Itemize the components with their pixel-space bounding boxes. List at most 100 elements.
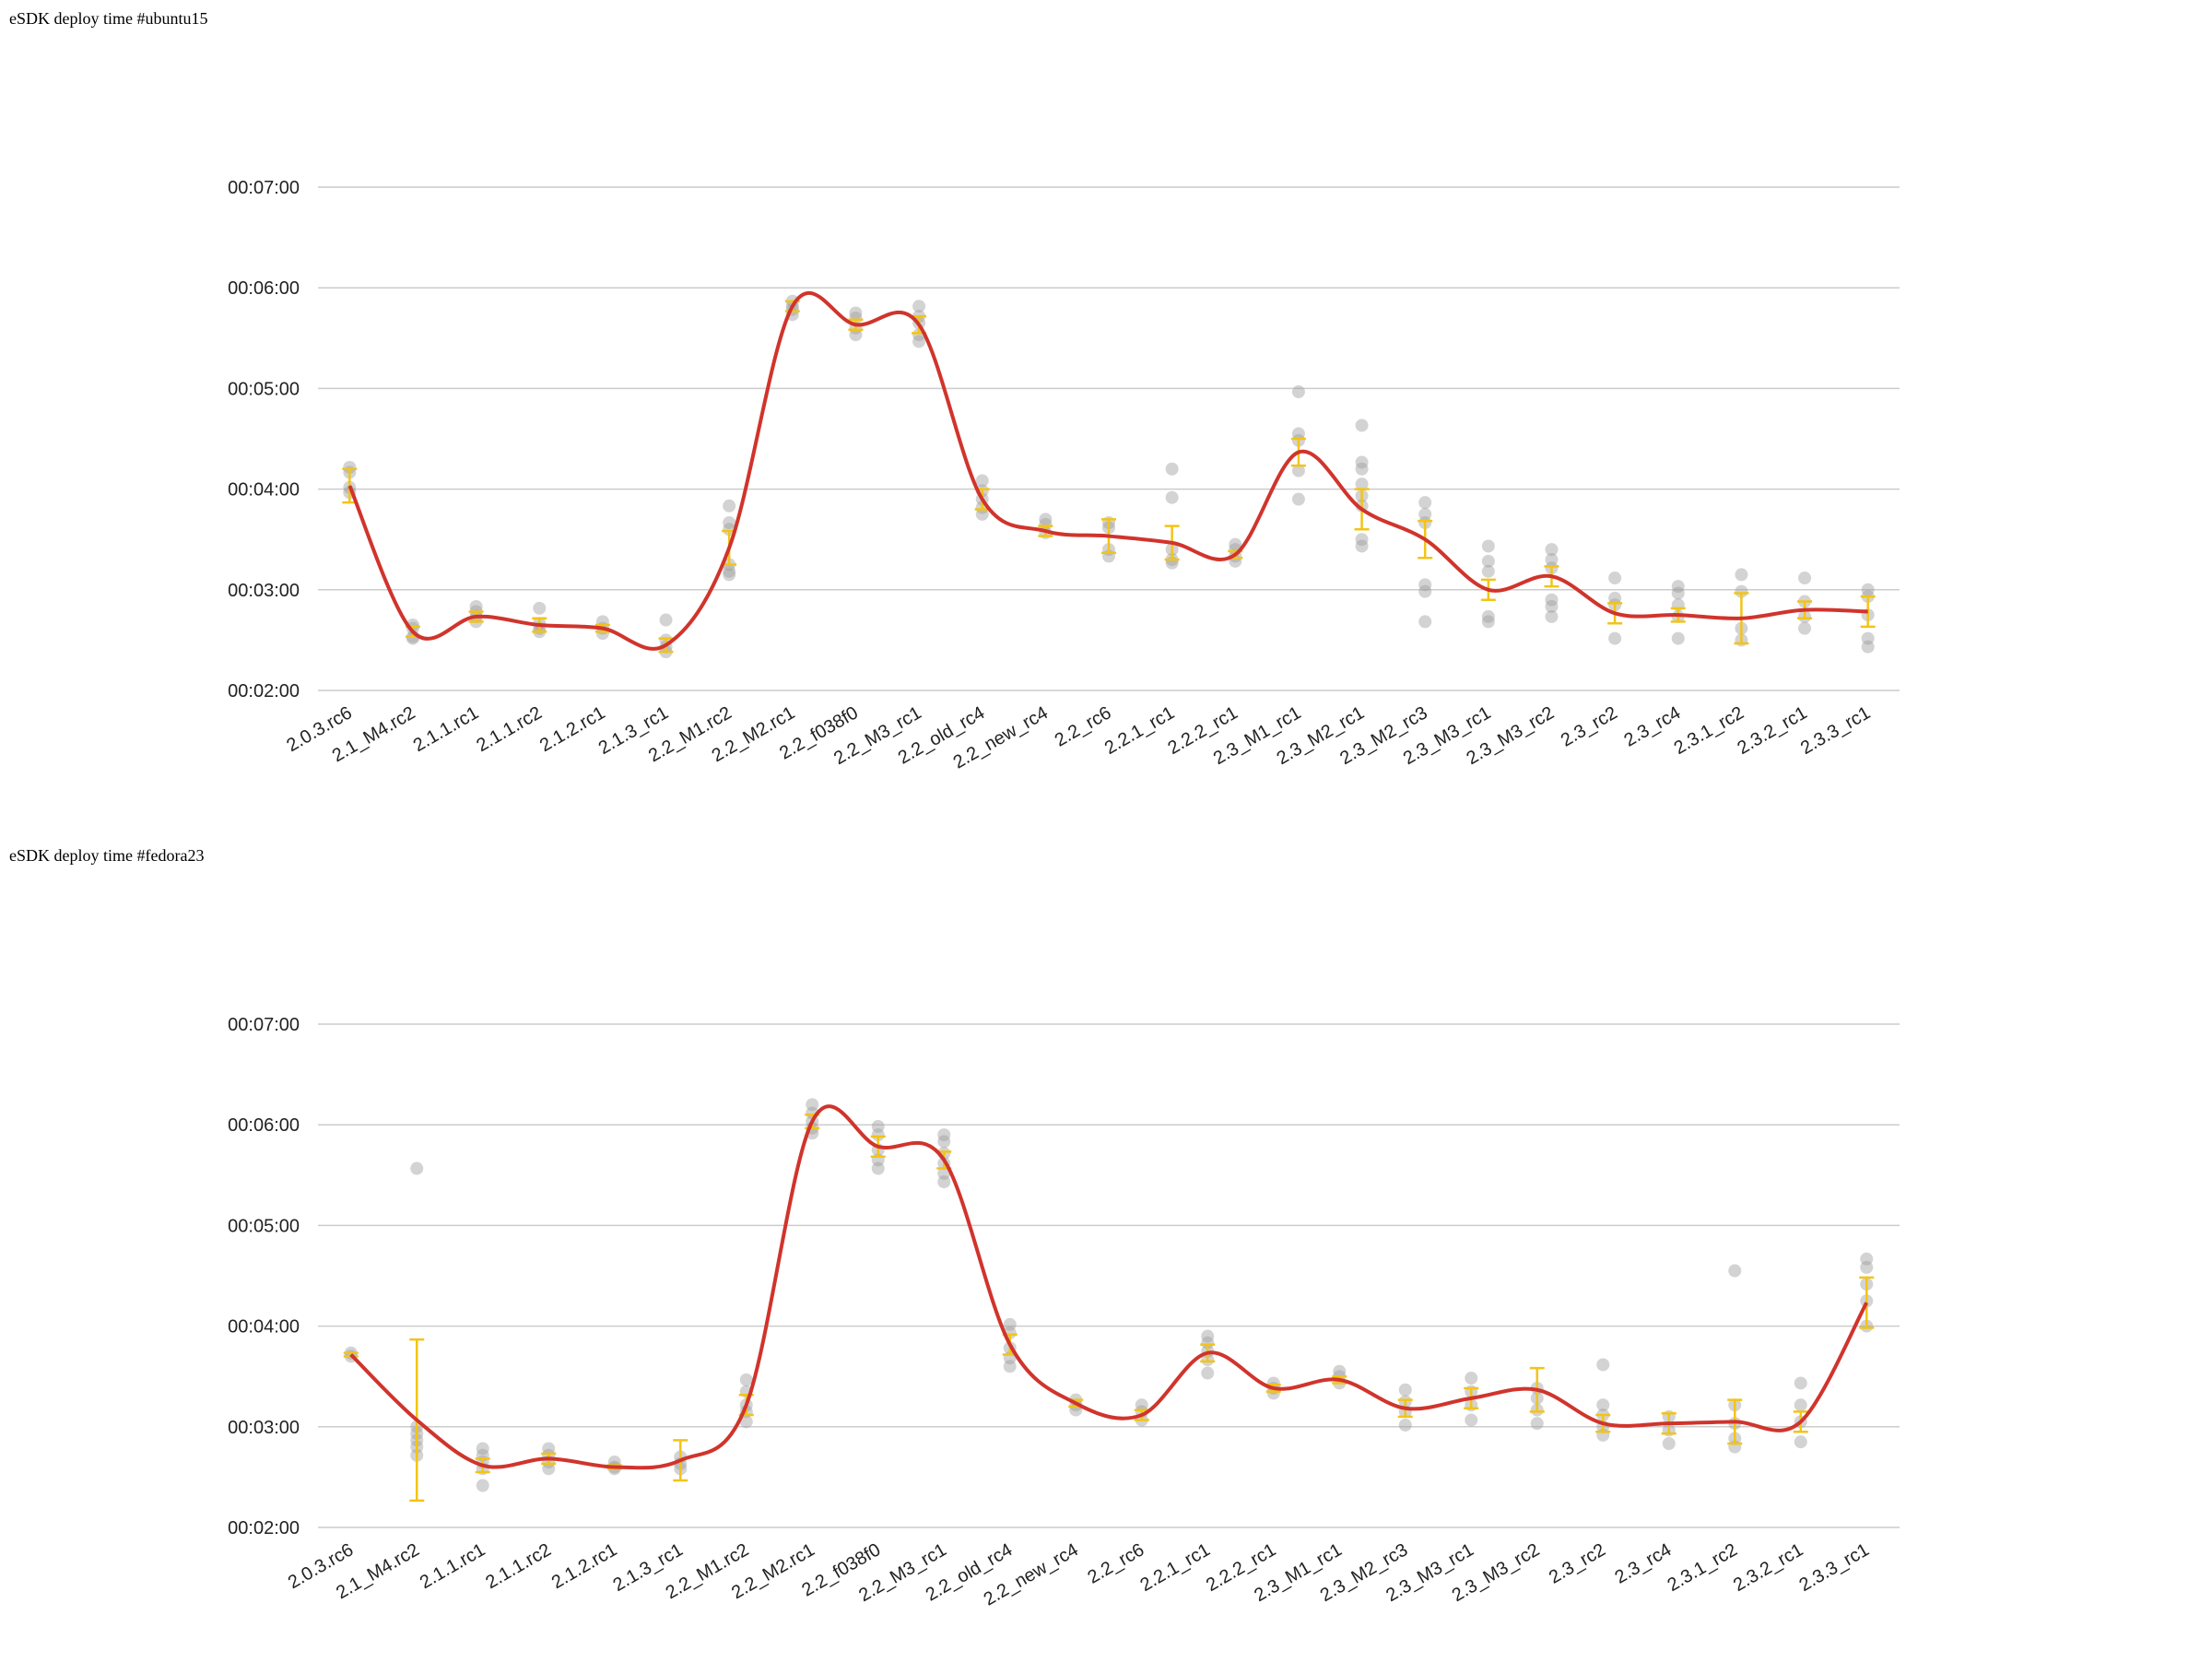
data-point — [1861, 631, 1875, 645]
data-point — [1418, 578, 1432, 592]
x-tick-label: 2.2.1_rc1 — [1137, 1539, 1214, 1596]
data-point — [1545, 593, 1559, 607]
data-point — [912, 300, 926, 313]
data-point — [1794, 1398, 1807, 1412]
data-point — [1481, 609, 1495, 623]
data-point — [849, 311, 863, 324]
x-tick-label: 2.3.3_rc1 — [1797, 702, 1874, 759]
data-point — [1794, 1435, 1807, 1449]
y-tick-label: 00:03:00 — [228, 581, 300, 601]
data-point — [1671, 631, 1685, 645]
data-point — [806, 1098, 819, 1112]
data-point — [723, 568, 736, 582]
data-point — [1530, 1417, 1544, 1431]
data-point — [1229, 537, 1242, 551]
data-point — [871, 1120, 885, 1134]
y-tick-label: 00:07:00 — [228, 178, 300, 198]
data-point — [1003, 1360, 1017, 1373]
x-tick-label: 2.3_rc2 — [1558, 702, 1621, 750]
data-point — [1333, 1364, 1347, 1378]
chart-fedora23: 00:02:00 00:03:00 00:04:00 00:05:00 00:06:00… — [228, 1015, 1900, 1610]
data-point — [912, 335, 926, 348]
data-point — [1596, 1398, 1610, 1412]
data-point — [533, 601, 547, 615]
y-tick-label: 00:04:00 — [228, 480, 300, 501]
data-point — [1201, 1329, 1215, 1343]
data-point — [1608, 572, 1622, 585]
y-tick-label: 00:07:00 — [228, 1015, 300, 1035]
x-tick-label: 2.1.1.rc2 — [482, 1539, 554, 1593]
data-point — [1861, 640, 1875, 654]
data-point — [1418, 496, 1432, 510]
y-tick-label: 00:05:00 — [228, 1216, 300, 1236]
x-tick-label: 2.1.1.rc2 — [473, 702, 545, 756]
data-point — [723, 499, 736, 513]
x-tick-label: 2.1.1.rc1 — [410, 702, 482, 756]
data-point — [1355, 533, 1369, 547]
data-point — [1728, 1264, 1742, 1278]
data-point — [469, 600, 483, 613]
data-point — [476, 1479, 489, 1492]
data-point — [542, 1462, 556, 1476]
data-point — [739, 1373, 753, 1386]
data-point — [1355, 477, 1369, 491]
mean-trend-line — [349, 1104, 1869, 1470]
data-point — [1794, 1376, 1807, 1390]
x-tick-label: 2.1.2.rc1 — [548, 1539, 620, 1593]
data-point — [975, 474, 989, 488]
chart-ubuntu15: 00:02:00 00:03:00 00:04:00 00:05:00 00:06:00… — [228, 178, 1900, 773]
data-point — [1291, 464, 1305, 477]
y-tick-label: 00:02:00 — [228, 681, 300, 701]
data-point — [1355, 455, 1369, 469]
data-point — [1398, 1418, 1412, 1432]
data-point — [1165, 462, 1179, 476]
data-point — [1860, 1252, 1874, 1266]
x-tick-label: 2.3_rc2 — [1546, 1539, 1609, 1587]
data-point — [1671, 580, 1685, 594]
data-point — [1481, 564, 1495, 578]
chart-title-fedora23: eSDK deploy time #fedora23 — [9, 846, 205, 865]
data-point — [1355, 418, 1369, 432]
data-point — [659, 613, 673, 627]
data-point — [1003, 1317, 1017, 1331]
data-point — [1418, 615, 1432, 629]
data-point — [1291, 492, 1305, 506]
data-point — [723, 516, 736, 529]
data-point — [1481, 539, 1495, 553]
data-point — [849, 306, 863, 320]
data-point — [1671, 586, 1685, 600]
data-point — [871, 1161, 885, 1175]
y-tick-label: 00:06:00 — [228, 278, 300, 299]
data-point — [1418, 584, 1432, 598]
data-point — [343, 460, 357, 474]
data-point — [1596, 1358, 1610, 1372]
data-point — [542, 1442, 556, 1456]
data-point — [937, 1128, 951, 1142]
y-tick-label: 00:03:00 — [228, 1418, 300, 1438]
data-point — [1418, 507, 1432, 521]
data-point — [410, 1161, 424, 1175]
data-point — [1201, 1336, 1215, 1350]
y-tick-label: 00:04:00 — [228, 1317, 300, 1338]
data-point — [1735, 584, 1748, 598]
data-point — [1860, 1260, 1874, 1274]
data-point — [1355, 539, 1369, 553]
data-point — [1398, 1383, 1412, 1397]
data-point — [849, 328, 863, 342]
data-point — [1798, 572, 1812, 585]
data-point — [1545, 553, 1559, 567]
data-point — [1608, 631, 1622, 645]
x-tick-label: 2.3.1_rc2 — [1665, 1539, 1741, 1596]
data-point — [739, 1415, 753, 1429]
data-point — [1039, 517, 1053, 531]
data-point — [476, 1442, 489, 1456]
x-tick-label: 2.3.2_rc1 — [1730, 1539, 1806, 1596]
data-point — [1165, 490, 1179, 504]
y-tick-label: 00:06:00 — [228, 1115, 300, 1136]
data-point — [1798, 621, 1812, 635]
x-tick-label: 2.1.1.rc1 — [417, 1539, 488, 1593]
x-tick-label: 2.3.1_rc2 — [1671, 702, 1747, 759]
x-tick-label: 2.2.1_rc1 — [1101, 702, 1178, 759]
data-point — [1545, 543, 1559, 557]
chart-title-ubuntu15: eSDK deploy time #ubuntu15 — [9, 9, 208, 28]
